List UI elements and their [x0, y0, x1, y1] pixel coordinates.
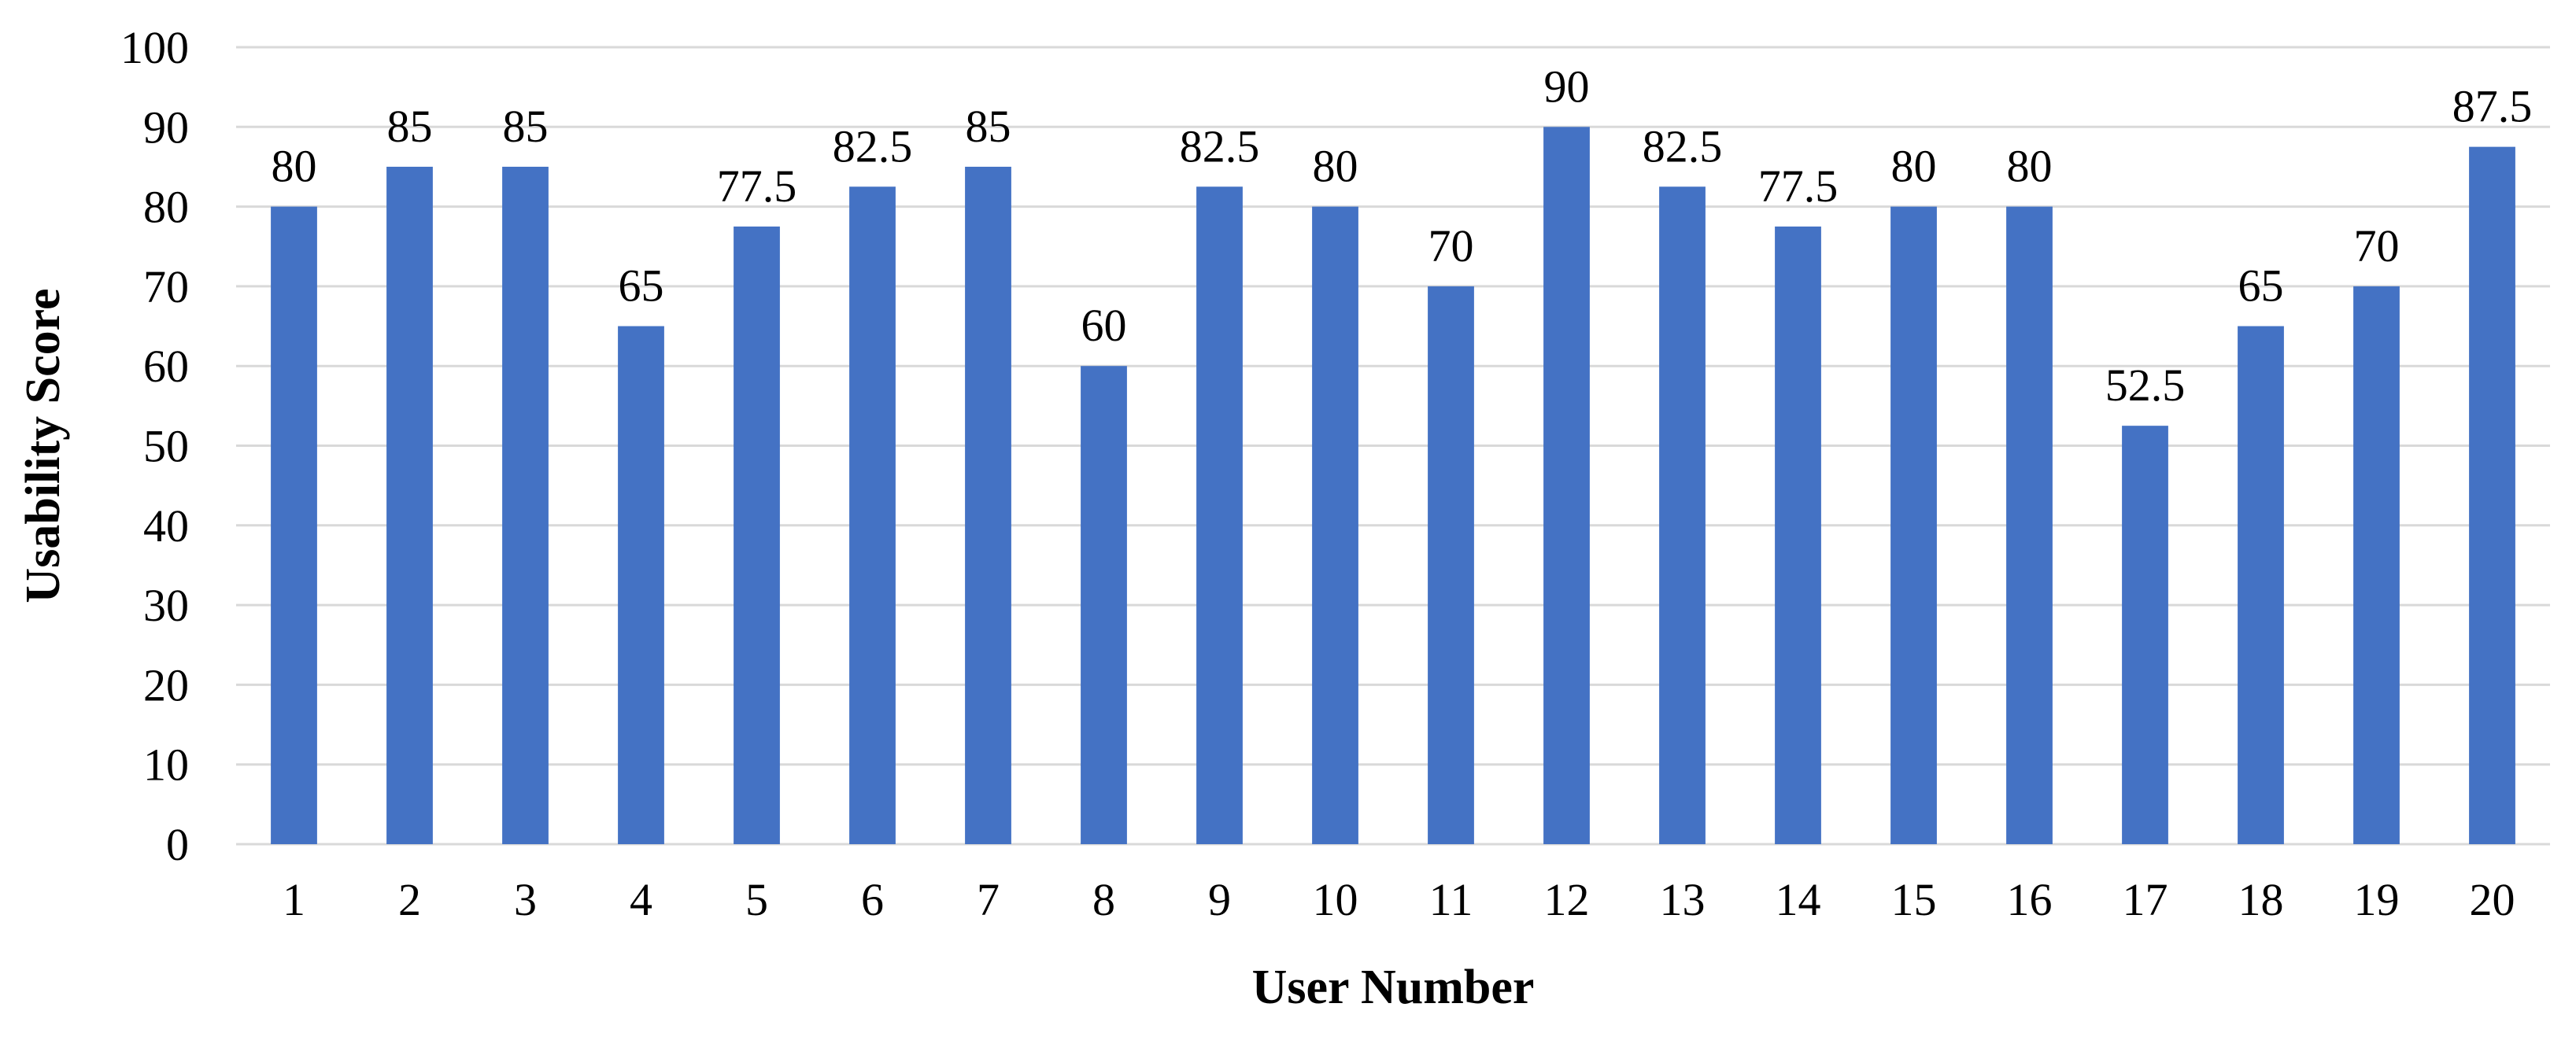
- y-tick-label: 70: [143, 261, 189, 312]
- bars: [271, 127, 2515, 845]
- y-tick-label: 40: [143, 500, 189, 552]
- data-label: 80: [1891, 141, 1937, 192]
- data-label: 70: [1428, 220, 1474, 271]
- bar: [2006, 206, 2053, 845]
- data-label: 65: [2238, 260, 2284, 312]
- bar: [1428, 286, 1474, 844]
- data-label: 77.5: [717, 160, 797, 212]
- data-label: 82.5: [1643, 120, 1723, 172]
- y-tick-label: 80: [143, 182, 189, 233]
- x-tick-label: 13: [1660, 874, 1706, 925]
- bar: [734, 226, 780, 844]
- y-tick-label: 90: [143, 101, 189, 153]
- x-tick-label: 5: [745, 874, 768, 925]
- x-tick-label: 16: [2007, 874, 2053, 925]
- x-tick-label: 8: [1092, 874, 1115, 925]
- bar: [271, 206, 317, 845]
- x-axis-title: User Number: [1252, 961, 1535, 1014]
- data-label: 77.5: [1758, 160, 1839, 212]
- y-tick-label: 60: [143, 341, 189, 392]
- data-label: 85: [387, 101, 433, 152]
- y-tick-label: 30: [143, 580, 189, 631]
- x-tick-label: 12: [1544, 874, 1590, 925]
- bar: [1659, 186, 1706, 844]
- y-axis-title: Usability Score: [17, 288, 70, 603]
- x-tick-label: 2: [398, 874, 421, 925]
- bar: [502, 166, 549, 844]
- gridlines: [236, 46, 2550, 846]
- bar: [2238, 326, 2284, 844]
- x-tick-label: 1: [283, 874, 305, 925]
- x-tick-label: 7: [977, 874, 1000, 925]
- data-label: 85: [503, 101, 549, 152]
- x-tick-label: 3: [514, 874, 537, 925]
- bar: [618, 326, 664, 844]
- bar: [965, 166, 1011, 844]
- bar: [1196, 186, 1243, 844]
- y-axis-ticks: 0 10 20 30 40 50 60 70 80 90 100: [120, 22, 189, 870]
- y-tick-label: 20: [143, 659, 189, 710]
- bar: [1312, 206, 1358, 845]
- data-label: 82.5: [833, 120, 913, 172]
- data-label: 60: [1081, 300, 1127, 351]
- bar: [1775, 226, 1821, 844]
- data-label: 80: [1313, 141, 1358, 192]
- data-label: 82.5: [1180, 120, 1260, 172]
- bar: [849, 186, 896, 844]
- x-tick-label: 14: [1776, 874, 1821, 925]
- data-label: 65: [619, 260, 664, 312]
- bar: [1543, 127, 1590, 845]
- y-tick-label: 100: [120, 22, 189, 73]
- data-label: 52.5: [2105, 360, 2186, 411]
- x-tick-label: 20: [2470, 874, 2515, 925]
- y-tick-label: 0: [166, 819, 189, 870]
- data-label: 80: [272, 141, 317, 192]
- x-tick-label: 6: [861, 874, 884, 925]
- data-label: 87.5: [2452, 81, 2533, 132]
- x-tick-label: 18: [2238, 874, 2284, 925]
- y-tick-label: 50: [143, 421, 189, 472]
- data-label: 70: [2354, 220, 2400, 271]
- bar: [2469, 146, 2515, 844]
- x-tick-label: 17: [2123, 874, 2168, 925]
- x-tick-label: 15: [1891, 874, 1937, 925]
- x-axis-ticks: 1 2 3 4 5 6 7 8 9 10 11 12 13 14 15 16 17 18 19 20: [283, 874, 2515, 925]
- data-label: 80: [2007, 141, 2053, 192]
- x-tick-label: 9: [1208, 874, 1231, 925]
- data-label: 85: [966, 101, 1011, 152]
- x-tick-label: 11: [1429, 874, 1473, 925]
- x-tick-label: 10: [1313, 874, 1358, 925]
- bar: [2353, 286, 2400, 844]
- bar: [1081, 366, 1127, 844]
- y-tick-label: 10: [143, 740, 189, 791]
- data-labels: 80 85 85 65 77.5 82.5 85 60 82.5 80 70 90 82.5 77.5 80…: [272, 61, 2533, 411]
- x-tick-label: 19: [2354, 874, 2400, 925]
- bar: [1890, 206, 1937, 845]
- data-label: 90: [1544, 61, 1590, 112]
- x-tick-label: 4: [630, 874, 652, 925]
- bar: [2122, 426, 2168, 844]
- bar: [386, 166, 433, 844]
